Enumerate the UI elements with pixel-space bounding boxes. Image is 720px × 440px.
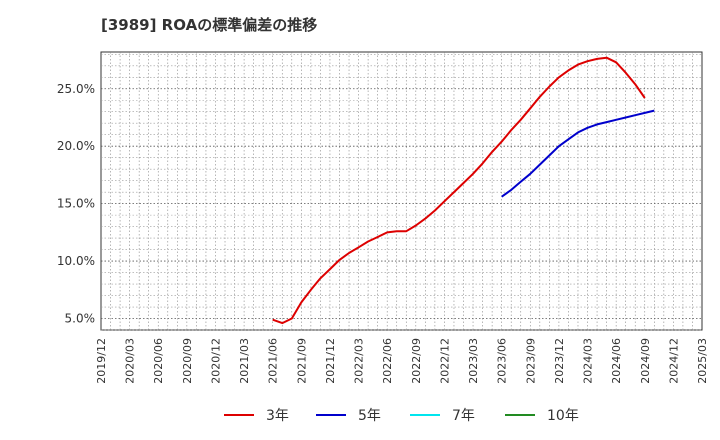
x-tick-label: 2022/12 bbox=[438, 338, 451, 384]
x-tick-label: 2020/09 bbox=[181, 338, 194, 384]
x-tick-label: 2021/09 bbox=[295, 338, 308, 384]
x-tick-label: 2021/03 bbox=[238, 338, 251, 384]
x-tick-label: 2020/03 bbox=[124, 338, 137, 384]
legend-swatch-7y bbox=[410, 414, 440, 416]
series-lines bbox=[272, 56, 655, 325]
x-tick-label: 2022/09 bbox=[410, 338, 423, 384]
x-tick-label: 2021/06 bbox=[267, 338, 280, 384]
chart-title: [3989] ROAの標準偏差の推移 bbox=[101, 16, 318, 34]
legend-swatch-10y bbox=[505, 414, 535, 416]
x-tick-label: 2022/03 bbox=[353, 338, 366, 384]
x-tick-label: 2023/06 bbox=[496, 338, 509, 384]
legend-label-3y: 3年 bbox=[266, 408, 289, 424]
y-tick-label: 20.0% bbox=[57, 139, 95, 153]
y-tick-label: 5.0% bbox=[65, 312, 96, 326]
legend-item-5y: 5年 bbox=[316, 404, 381, 426]
vertical-gridlines bbox=[110, 52, 693, 330]
y-axis-tick-labels: 5.0% 10.0% 15.0% 20.0% 25.0% bbox=[57, 82, 95, 326]
x-tick-label: 2024/06 bbox=[610, 338, 623, 384]
legend-label-10y: 10年 bbox=[547, 408, 579, 424]
x-tick-label: 2025/03 bbox=[696, 338, 709, 384]
legend-label-5y: 5年 bbox=[358, 408, 381, 424]
x-tick-label: 2024/03 bbox=[582, 338, 595, 384]
x-axis-tick-labels: 2019/12 2020/03 2020/06 2020/09 2020/12 2021/… bbox=[95, 338, 709, 384]
x-tick-label: 2023/03 bbox=[467, 338, 480, 384]
legend-item-3y: 3年 bbox=[224, 404, 289, 426]
x-tick-label: 2024/12 bbox=[667, 338, 680, 384]
legend-label-7y: 7年 bbox=[452, 408, 475, 424]
x-tick-label: 2022/06 bbox=[381, 338, 394, 384]
plot-area bbox=[100, 51, 703, 331]
legend: 3年 5年 7年 10年 bbox=[0, 404, 720, 426]
legend-item-10y: 10年 bbox=[505, 404, 579, 426]
x-tick-label: 2023/12 bbox=[553, 338, 566, 384]
x-tick-label: 2021/12 bbox=[324, 338, 337, 384]
x-tick-label: 2023/09 bbox=[524, 338, 537, 384]
series-line-1 bbox=[501, 109, 655, 198]
y-tick-label: 15.0% bbox=[57, 197, 95, 211]
x-tick-label: 2019/12 bbox=[95, 338, 108, 384]
series-line-0 bbox=[272, 56, 646, 325]
x-tick-label: 2020/06 bbox=[152, 338, 165, 384]
x-tick-label: 2024/09 bbox=[639, 338, 652, 384]
legend-item-7y: 7年 bbox=[410, 404, 475, 426]
horizontal-gridlines bbox=[101, 53, 702, 331]
x-tick-label: 2020/12 bbox=[209, 338, 222, 384]
y-tick-label: 10.0% bbox=[57, 254, 95, 268]
legend-swatch-5y bbox=[316, 414, 346, 416]
line-chart: 5.0%10.0%15.0%20.0%25.0% 2019/12 2020/03 2… bbox=[57, 51, 709, 384]
y-tick-label: 25.0% bbox=[57, 82, 95, 96]
legend-swatch-3y bbox=[224, 414, 254, 416]
